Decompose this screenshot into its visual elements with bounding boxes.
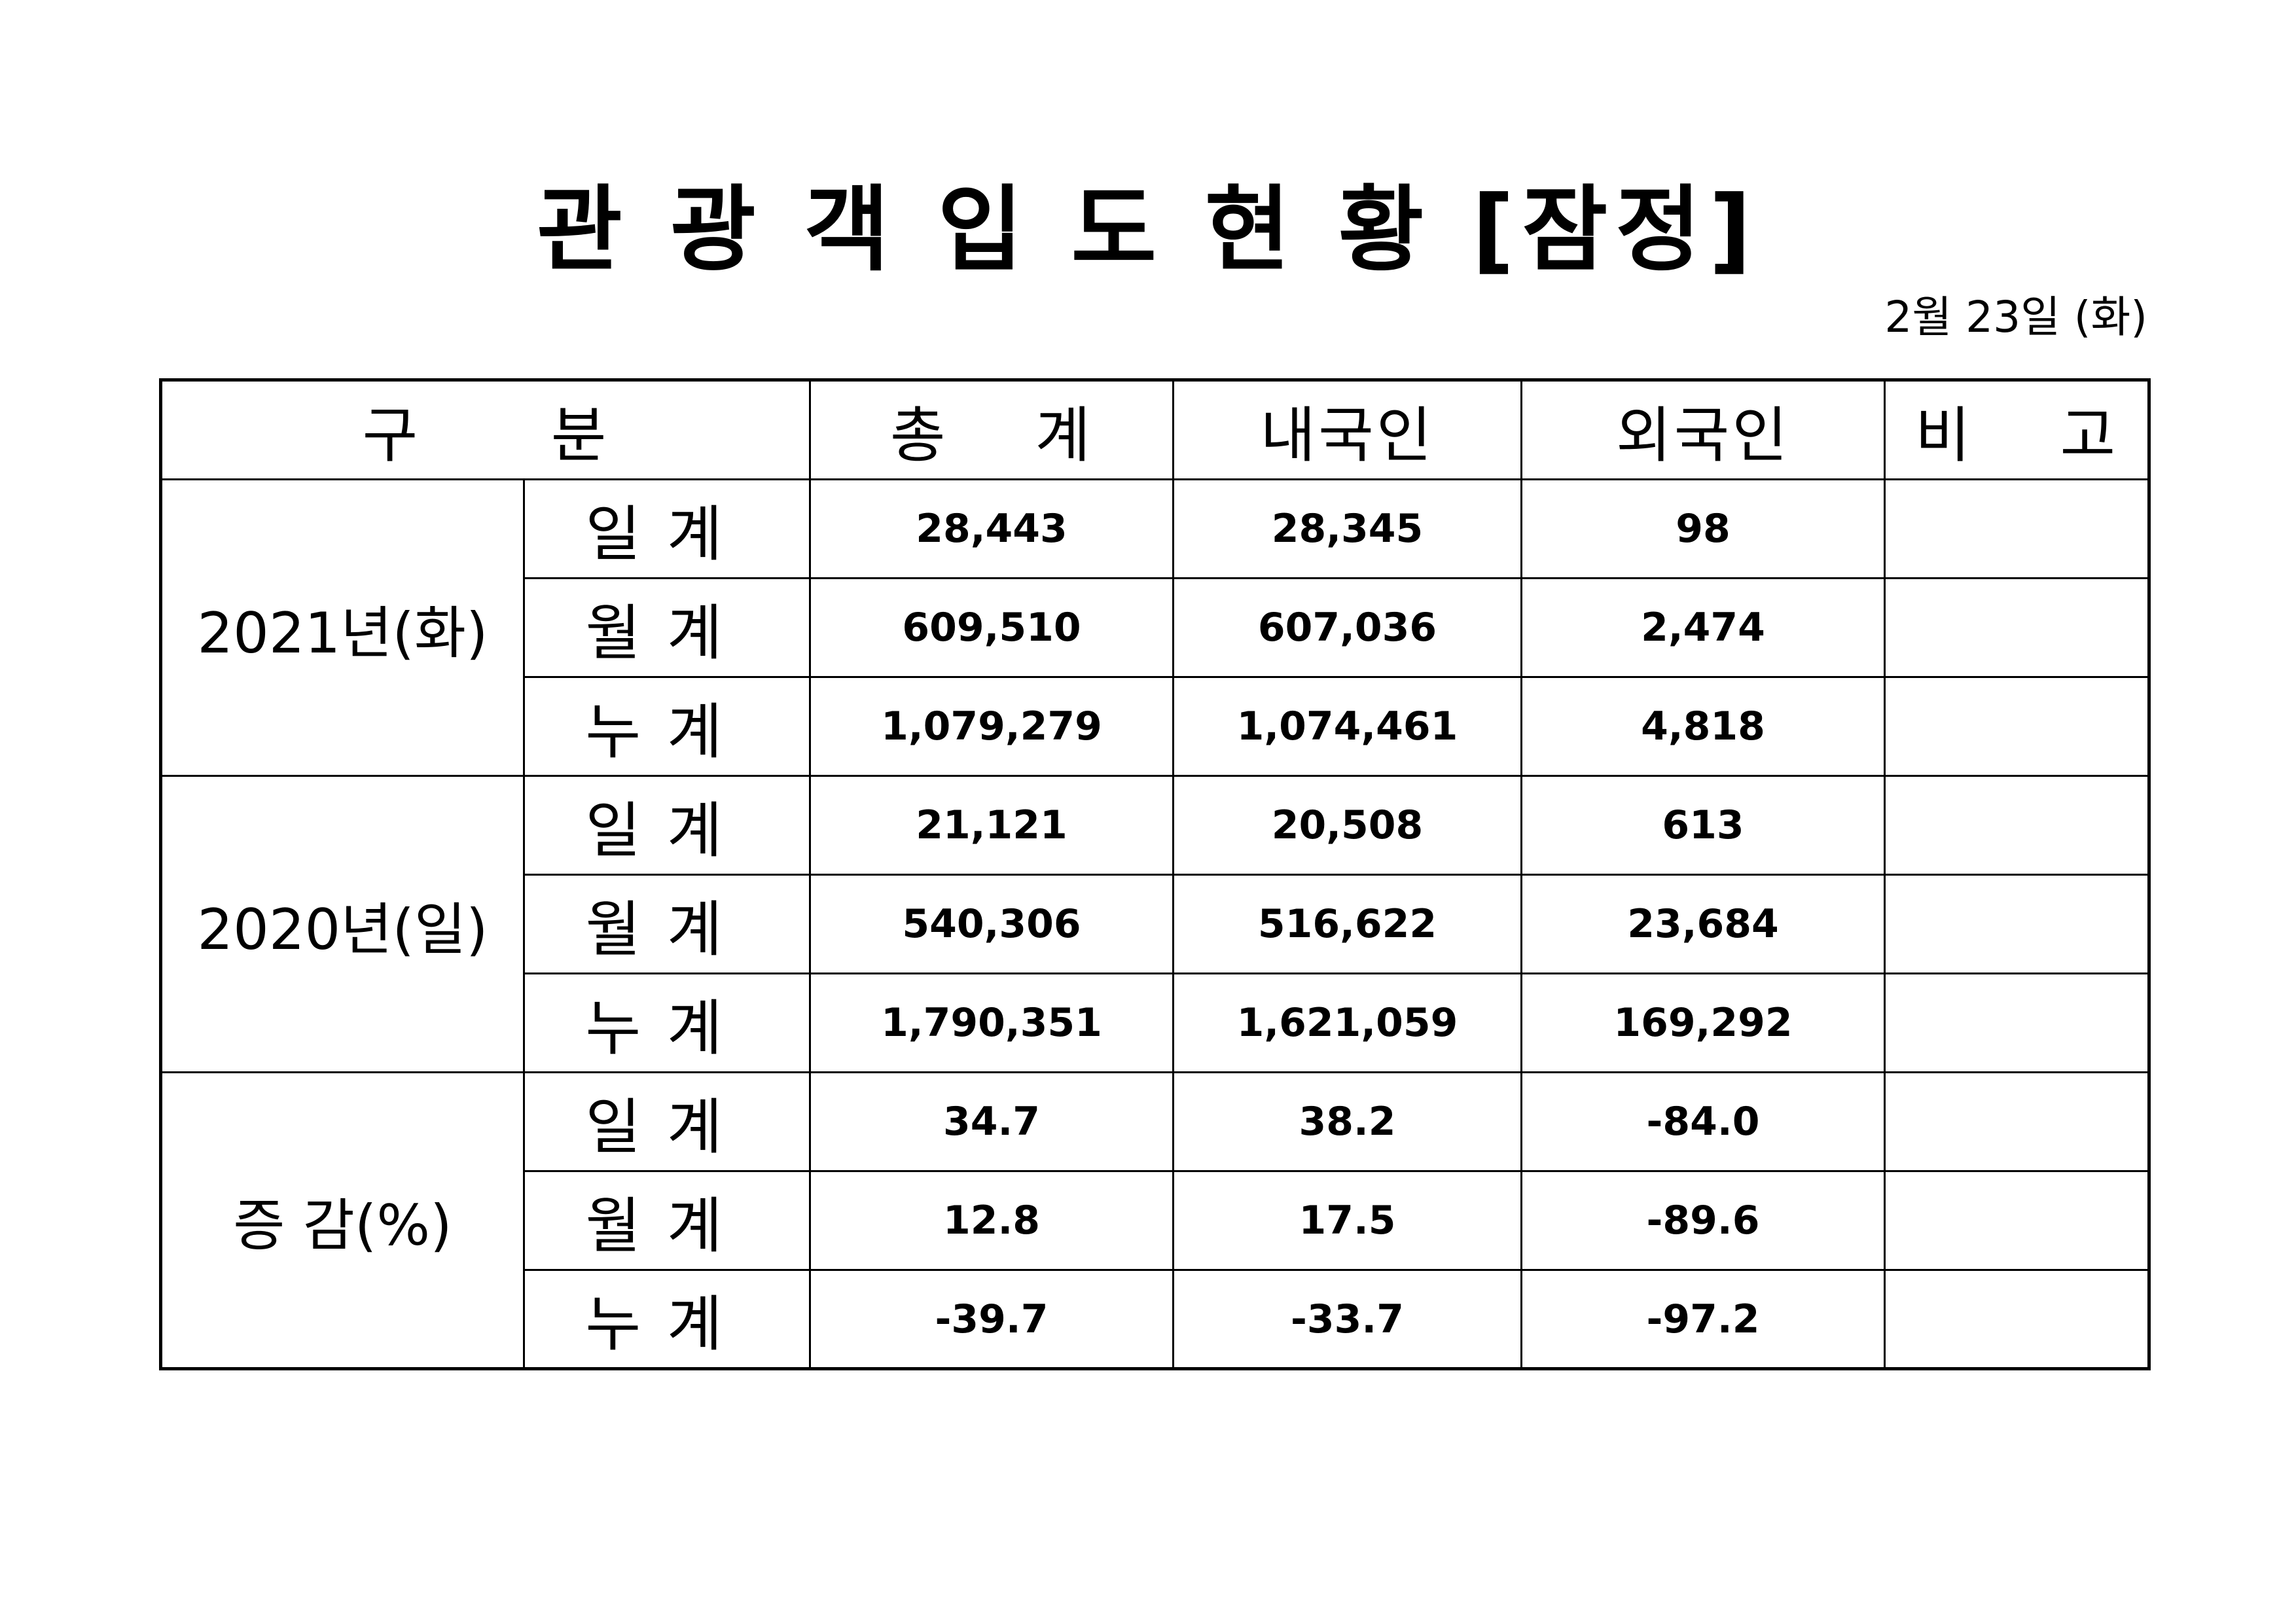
cell-domestic: 516,622 <box>1172 874 1522 974</box>
table-row: 월계 609,510 607,036 2,474 <box>161 577 2150 678</box>
table-header-row: 구 분 총 계 내국인 외국인 비 고 <box>160 379 2150 480</box>
cell-note <box>1884 478 2150 579</box>
table-row: 누계 1,790,351 1,621,059 169,292 <box>161 972 2150 1073</box>
cell-total: 28,443 <box>809 478 1174 579</box>
row-label-cumulative: 누계 <box>523 972 811 1073</box>
cell-note <box>1884 1269 2150 1370</box>
table-row: 누계 1,079,279 1,074,461 4,818 <box>161 676 2150 777</box>
header-note: 비 고 <box>1884 379 2150 480</box>
cell-note <box>1884 676 2150 777</box>
group-label-2021: 2021년(화) <box>160 478 525 777</box>
cell-note <box>1884 1071 2150 1172</box>
header-domestic: 내국인 <box>1172 379 1522 480</box>
cell-note <box>1884 972 2150 1073</box>
cell-total: 21,121 <box>809 775 1174 876</box>
cell-foreign: 23,684 <box>1520 874 1886 974</box>
table-row: 누계 -39.7 -33.7 -97.2 <box>161 1269 2150 1370</box>
cell-foreign: 4,818 <box>1520 676 1886 777</box>
cell-total: 1,079,279 <box>809 676 1174 777</box>
row-label-cumulative: 누계 <box>523 1269 811 1370</box>
table-row: 증 감(%) 일계 34.7 38.2 -84.0 <box>160 1071 2150 1370</box>
table-row: 월계 540,306 516,622 23,684 <box>161 874 2150 974</box>
row-label-daily: 일계 <box>523 1071 811 1172</box>
cell-note <box>1884 1170 2150 1271</box>
cell-foreign: -84.0 <box>1520 1071 1886 1172</box>
table-row: 2021년(화) 일계 28,443 28,345 98 <box>160 478 2150 777</box>
cell-total: -39.7 <box>809 1269 1174 1370</box>
cell-domestic: 1,621,059 <box>1172 972 1522 1073</box>
row-label-monthly: 월계 <box>523 1170 811 1271</box>
cell-note <box>1884 775 2150 876</box>
table-row: 월계 12.8 17.5 -89.6 <box>161 1170 2150 1271</box>
cell-total: 540,306 <box>809 874 1174 974</box>
cell-foreign: 169,292 <box>1520 972 1886 1073</box>
row-label-monthly: 월계 <box>523 874 811 974</box>
row-label-monthly: 월계 <box>523 577 811 678</box>
tourist-arrivals-table: 구 분 총 계 내국인 외국인 비 고 2021년(화) 일계 28,443 2… <box>159 378 2151 1370</box>
group-label-change: 증 감(%) <box>160 1071 525 1370</box>
cell-foreign: 613 <box>1520 775 1886 876</box>
page-title: 관 광 객 입 도 현 황 [잠정] <box>537 176 1759 284</box>
row-label-daily: 일계 <box>523 775 811 876</box>
cell-domestic: 1,074,461 <box>1172 676 1522 777</box>
group-label-2020: 2020년(일) <box>160 775 525 1073</box>
cell-total: 1,790,351 <box>809 972 1174 1073</box>
header-foreign: 외국인 <box>1520 379 1886 480</box>
cell-foreign: -97.2 <box>1520 1269 1886 1370</box>
header-total: 총 계 <box>809 379 1174 480</box>
row-label-cumulative: 누계 <box>523 676 811 777</box>
cell-domestic: 607,036 <box>1172 577 1522 678</box>
cell-domestic: 38.2 <box>1172 1071 1522 1172</box>
cell-total: 609,510 <box>809 577 1174 678</box>
cell-foreign: 2,474 <box>1520 577 1886 678</box>
cell-note <box>1884 577 2150 678</box>
row-label-daily: 일계 <box>523 478 811 579</box>
cell-total: 12.8 <box>809 1170 1174 1271</box>
cell-foreign: -89.6 <box>1520 1170 1886 1271</box>
cell-domestic: 28,345 <box>1172 478 1522 579</box>
cell-total: 34.7 <box>809 1071 1174 1172</box>
cell-domestic: -33.7 <box>1172 1269 1522 1370</box>
cell-note <box>1884 874 2150 974</box>
header-category: 구 분 <box>160 379 811 480</box>
cell-domestic: 20,508 <box>1172 775 1522 876</box>
table-row: 2020년(일) 일계 21,121 20,508 613 <box>160 775 2150 1073</box>
report-date: 2월 23일 (화) <box>1884 292 2147 342</box>
cell-domestic: 17.5 <box>1172 1170 1522 1271</box>
cell-foreign: 98 <box>1520 478 1886 579</box>
